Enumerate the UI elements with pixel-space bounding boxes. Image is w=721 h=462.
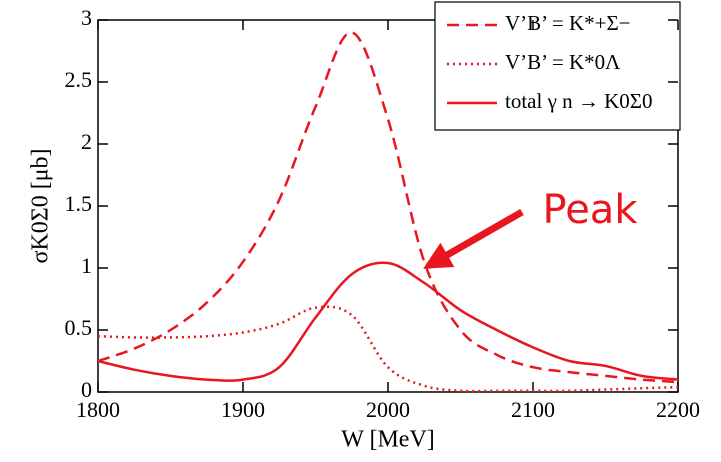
legend-label: total γ n → K0Σ0 xyxy=(505,89,653,113)
y-tick-label: 1.5 xyxy=(65,191,93,216)
line-series xyxy=(97,31,679,384)
y-tick-label: 0.5 xyxy=(65,315,93,340)
y-tick-label: 1 xyxy=(81,253,92,278)
legend-label: V’B’ = K*+Σ− xyxy=(505,11,631,35)
annotation: Peak xyxy=(543,187,639,233)
x-axis-label: W [MeV] xyxy=(341,427,435,453)
legend-label: V’B’ = K*0Λ xyxy=(505,50,621,74)
x-tick-label: 2200 xyxy=(656,397,700,422)
y-tick-label: 2 xyxy=(81,129,92,154)
annotation-arrow xyxy=(423,208,524,270)
y-tick-label: 0 xyxy=(81,377,92,402)
y-axis-label: σK0Σ0 [μb] xyxy=(28,148,54,263)
y-tick-label: 2.5 xyxy=(65,67,93,92)
line-series xyxy=(97,305,679,393)
x-tick-label: 1900 xyxy=(221,397,265,422)
x-tick-label: 2000 xyxy=(366,397,410,422)
x-tick-label: 1800 xyxy=(76,397,120,422)
y-tick-label: 3 xyxy=(81,5,92,30)
legend: V’B’ = K*+Σ− V’B’ = K*0Λ total γ n → K0Σ0 xyxy=(434,1,681,131)
x-tick-label: 2100 xyxy=(511,397,555,422)
legend-box xyxy=(434,1,681,131)
line-series xyxy=(97,261,679,382)
